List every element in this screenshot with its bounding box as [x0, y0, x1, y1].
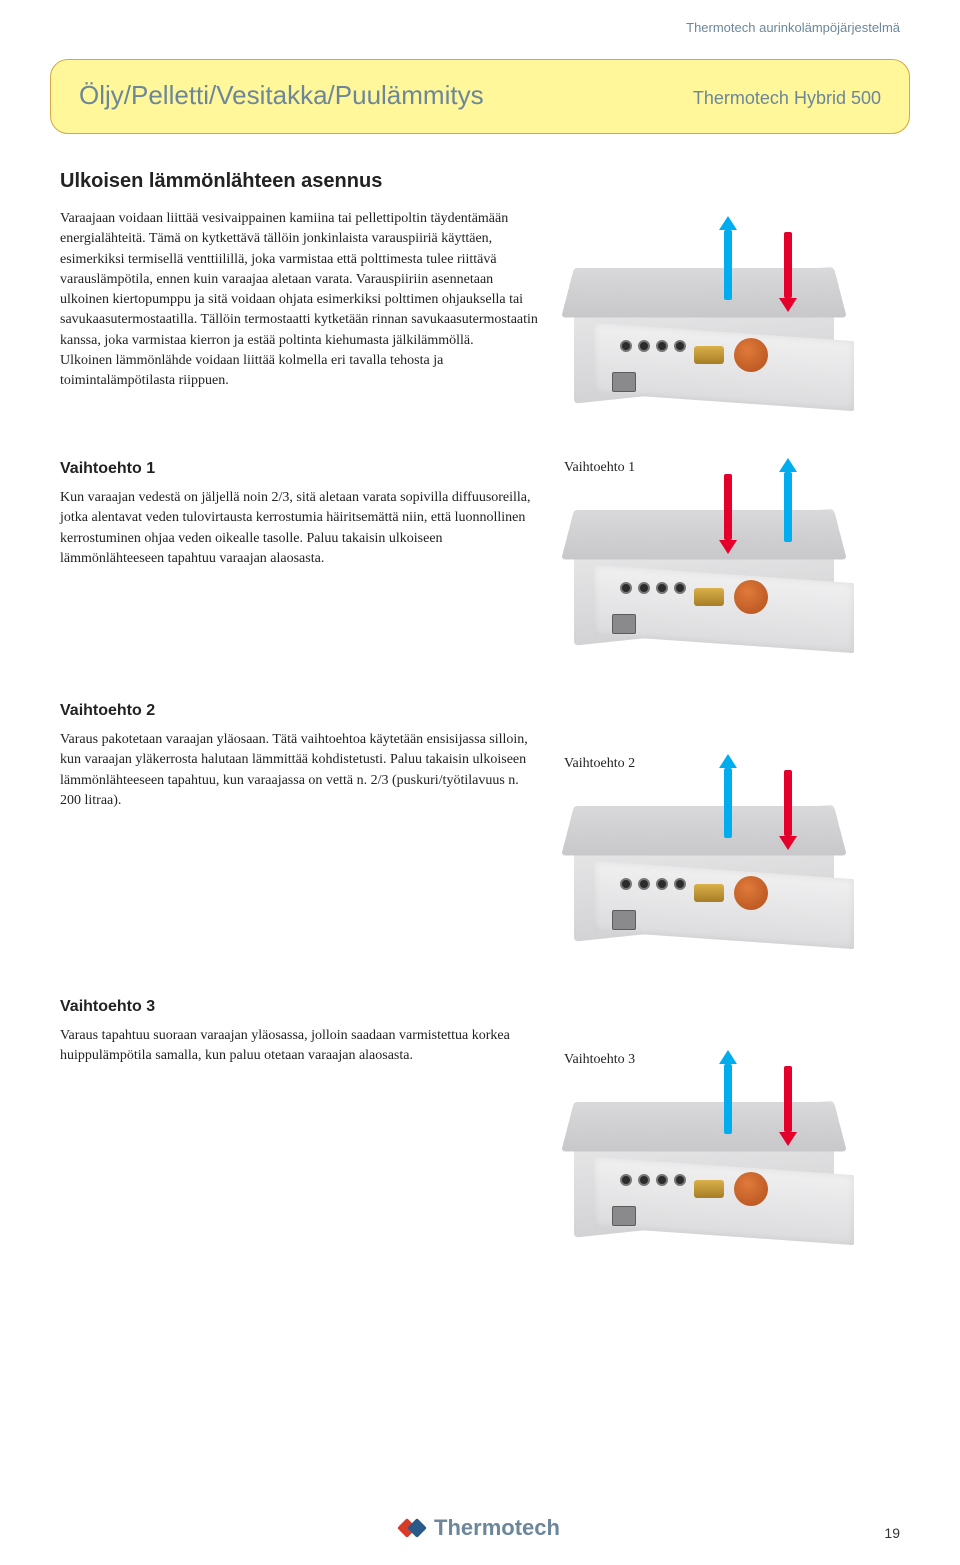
option1-section: Vaihtoehto 1 Kun varaajan vedestä on jäl… [60, 460, 900, 662]
device-illustration-intro [564, 240, 864, 420]
option1-image-col: Vaihtoehto 1 [564, 460, 900, 662]
arrow-blue-up-icon [784, 472, 792, 542]
arrow-blue-up-icon [724, 768, 732, 838]
option2-image-col: Vaihtoehto 2 [564, 702, 900, 958]
option3-body: Varaus tapahtuu suoraan varaajan yläosas… [60, 1026, 540, 1067]
page-footer: Thermotech [0, 1515, 960, 1541]
title-box: Öljy/Pelletti/Vesitakka/Puulämmitys Ther… [50, 59, 910, 134]
arrow-red-down-icon [784, 770, 792, 836]
device-illustration-opt2 [564, 778, 864, 958]
page-number: 19 [884, 1525, 900, 1541]
option3-image-col: Vaihtoehto 3 [564, 998, 900, 1254]
intro-body: Varaajaan voidaan liittää vesivaippainen… [60, 209, 540, 392]
footer-brand-text: Thermotech [434, 1515, 560, 1541]
option2-caption: Vaihtoehto 2 [564, 756, 635, 772]
option1-caption: Vaihtoehto 1 [564, 460, 635, 476]
option3-section: Vaihtoehto 3 Varaus tapahtuu suoraan var… [60, 998, 900, 1254]
option2-text-col: Vaihtoehto 2 Varaus pakotetaan varaajan … [60, 702, 540, 958]
intro-heading: Ulkoisen lämmönlähteen asennus [60, 170, 540, 193]
arrow-red-down-icon [784, 1066, 792, 1132]
footer-logo: Thermotech [400, 1515, 560, 1541]
arrow-blue-up-icon [724, 1064, 732, 1134]
option2-section: Vaihtoehto 2 Varaus pakotetaan varaajan … [60, 702, 900, 958]
intro-section: Ulkoisen lämmönlähteen asennus Varaajaan… [60, 170, 900, 420]
option1-heading: Vaihtoehto 1 [60, 460, 540, 478]
device-illustration-opt1 [564, 482, 864, 662]
option3-text-col: Vaihtoehto 3 Varaus tapahtuu suoraan var… [60, 998, 540, 1254]
arrow-red-down-icon [724, 474, 732, 540]
option3-heading: Vaihtoehto 3 [60, 998, 540, 1016]
option1-body: Kun varaajan vedestä on jäljellä noin 2/… [60, 488, 540, 569]
title-main: Öljy/Pelletti/Vesitakka/Puulämmitys [79, 80, 484, 111]
device-illustration-opt3 [564, 1074, 864, 1254]
option2-heading: Vaihtoehto 2 [60, 702, 540, 720]
page-top-header: Thermotech aurinkolämpöjärjestelmä [0, 0, 960, 35]
intro-text-col: Ulkoisen lämmönlähteen asennus Varaajaan… [60, 170, 540, 420]
arrow-blue-up-icon [724, 230, 732, 300]
content-area: Ulkoisen lämmönlähteen asennus Varaajaan… [0, 170, 960, 1254]
option3-caption: Vaihtoehto 3 [564, 1052, 635, 1068]
option1-text-col: Vaihtoehto 1 Kun varaajan vedestä on jäl… [60, 460, 540, 662]
intro-image-col [564, 170, 900, 420]
title-sub: Thermotech Hybrid 500 [693, 88, 881, 109]
option2-body: Varaus pakotetaan varaajan yläosaan. Tät… [60, 730, 540, 811]
logo-mark-icon [400, 1515, 426, 1541]
arrow-red-down-icon [784, 232, 792, 298]
